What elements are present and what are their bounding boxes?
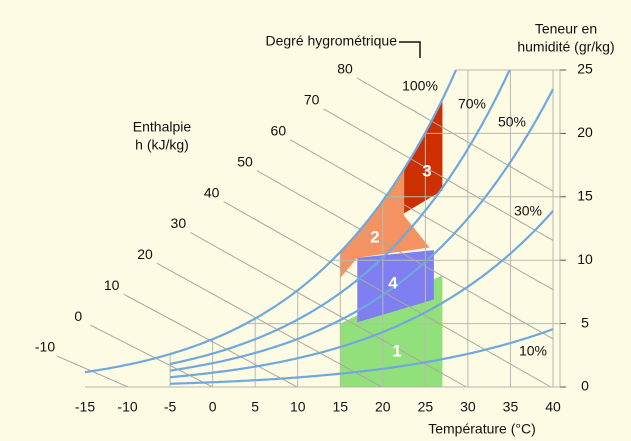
rh-curve [169,88,554,372]
rh-curve-label: 50% [498,114,526,130]
enthalpy-tick-label: 10 [104,277,120,293]
x-tick-label: 35 [503,399,519,415]
rh-curve [169,210,554,379]
y2-tick-label: 15 [577,188,593,204]
rh-curve-label: 10% [519,343,547,359]
rh-leader [399,41,421,58]
x-tick-label: 5 [251,399,259,415]
enthalpy-line [356,77,554,192]
rh-label: Degré hygrométrique [265,33,397,49]
enthalpy-label: Enthalpie [133,119,192,135]
x-tick-label: 15 [332,399,348,415]
enthalpy-tick-label: 30 [171,215,187,231]
enthalpy-tick-label: 20 [137,246,153,262]
zone-label: 4 [388,273,398,292]
x-tick-label: -10 [117,399,137,415]
x-tick-label: 30 [460,399,476,415]
x-axis-label: Température (°C) [428,421,536,437]
rh-curve-label: 100% [402,78,438,94]
zone-label: 1 [392,341,401,360]
zone [340,169,430,278]
enthalpy-line [190,232,467,388]
enthalpy-tick-label: 70 [304,92,320,108]
enthalpy-tick-label: 0 [74,308,82,324]
enthalpy-line [223,201,552,388]
x-tick-label: 10 [290,399,306,415]
enthalpy-tick-label: 80 [337,61,353,77]
zone [404,99,443,214]
enthalpy-label: h (kJ/kg) [135,137,189,153]
enthalpy-line [323,108,554,241]
enthalpy-tick-label: -10 [35,339,55,355]
y2-axis-label: Teneur en [535,21,597,37]
x-tick-label: 0 [209,399,217,415]
x-tick-label: -15 [75,399,95,415]
rh-curve [170,328,554,385]
enthalpy-line [90,324,213,388]
enthalpy-tick-label: 50 [237,153,253,169]
x-tick-label: 25 [418,399,434,415]
y2-axis-label: humidité (gr/kg) [517,39,614,55]
y2-tick-label: 20 [577,124,593,140]
rh-curve [84,69,458,374]
enthalpy-tick-label: 40 [204,184,220,200]
y2-tick-label: 5 [581,314,589,330]
rh-curve-label: 30% [514,203,542,219]
zone-label: 3 [422,161,431,180]
x-tick-label: 20 [375,399,391,415]
enthalpy-line [256,170,554,340]
x-tick-label: -5 [164,399,177,415]
y2-tick-label: 10 [577,251,593,267]
enthalpy-tick-label: 60 [271,122,287,138]
zone-label: 2 [370,227,379,246]
enthalpy-line [156,262,383,388]
rh-curve-label: 70% [458,96,486,112]
x-tick-label: 40 [545,399,561,415]
y2-tick-label: 0 [581,378,589,394]
rh-curve [169,69,511,366]
y2-tick-label: 25 [577,61,593,77]
